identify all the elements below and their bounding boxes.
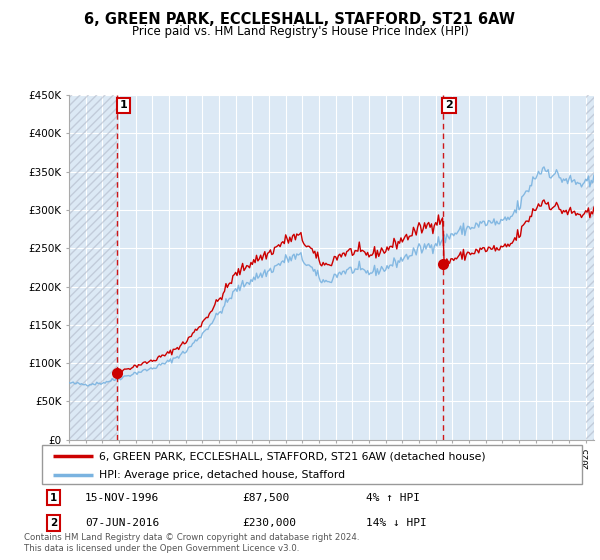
FancyBboxPatch shape <box>42 445 582 484</box>
Text: 15-NOV-1996: 15-NOV-1996 <box>85 492 160 502</box>
Text: 6, GREEN PARK, ECCLESHALL, STAFFORD, ST21 6AW: 6, GREEN PARK, ECCLESHALL, STAFFORD, ST2… <box>85 12 515 27</box>
Text: Contains HM Land Registry data © Crown copyright and database right 2024.
This d: Contains HM Land Registry data © Crown c… <box>24 533 359 553</box>
Text: HPI: Average price, detached house, Stafford: HPI: Average price, detached house, Staf… <box>98 470 345 479</box>
Text: 2: 2 <box>50 518 58 528</box>
Text: £87,500: £87,500 <box>242 492 289 502</box>
Text: 07-JUN-2016: 07-JUN-2016 <box>85 518 160 528</box>
Text: 2: 2 <box>445 100 453 110</box>
Text: 14% ↓ HPI: 14% ↓ HPI <box>366 518 427 528</box>
Text: £230,000: £230,000 <box>242 518 296 528</box>
Text: Price paid vs. HM Land Registry's House Price Index (HPI): Price paid vs. HM Land Registry's House … <box>131 25 469 38</box>
Text: 4% ↑ HPI: 4% ↑ HPI <box>366 492 420 502</box>
Text: 1: 1 <box>119 100 127 110</box>
Text: 6, GREEN PARK, ECCLESHALL, STAFFORD, ST21 6AW (detached house): 6, GREEN PARK, ECCLESHALL, STAFFORD, ST2… <box>98 451 485 461</box>
Text: 1: 1 <box>50 492 58 502</box>
